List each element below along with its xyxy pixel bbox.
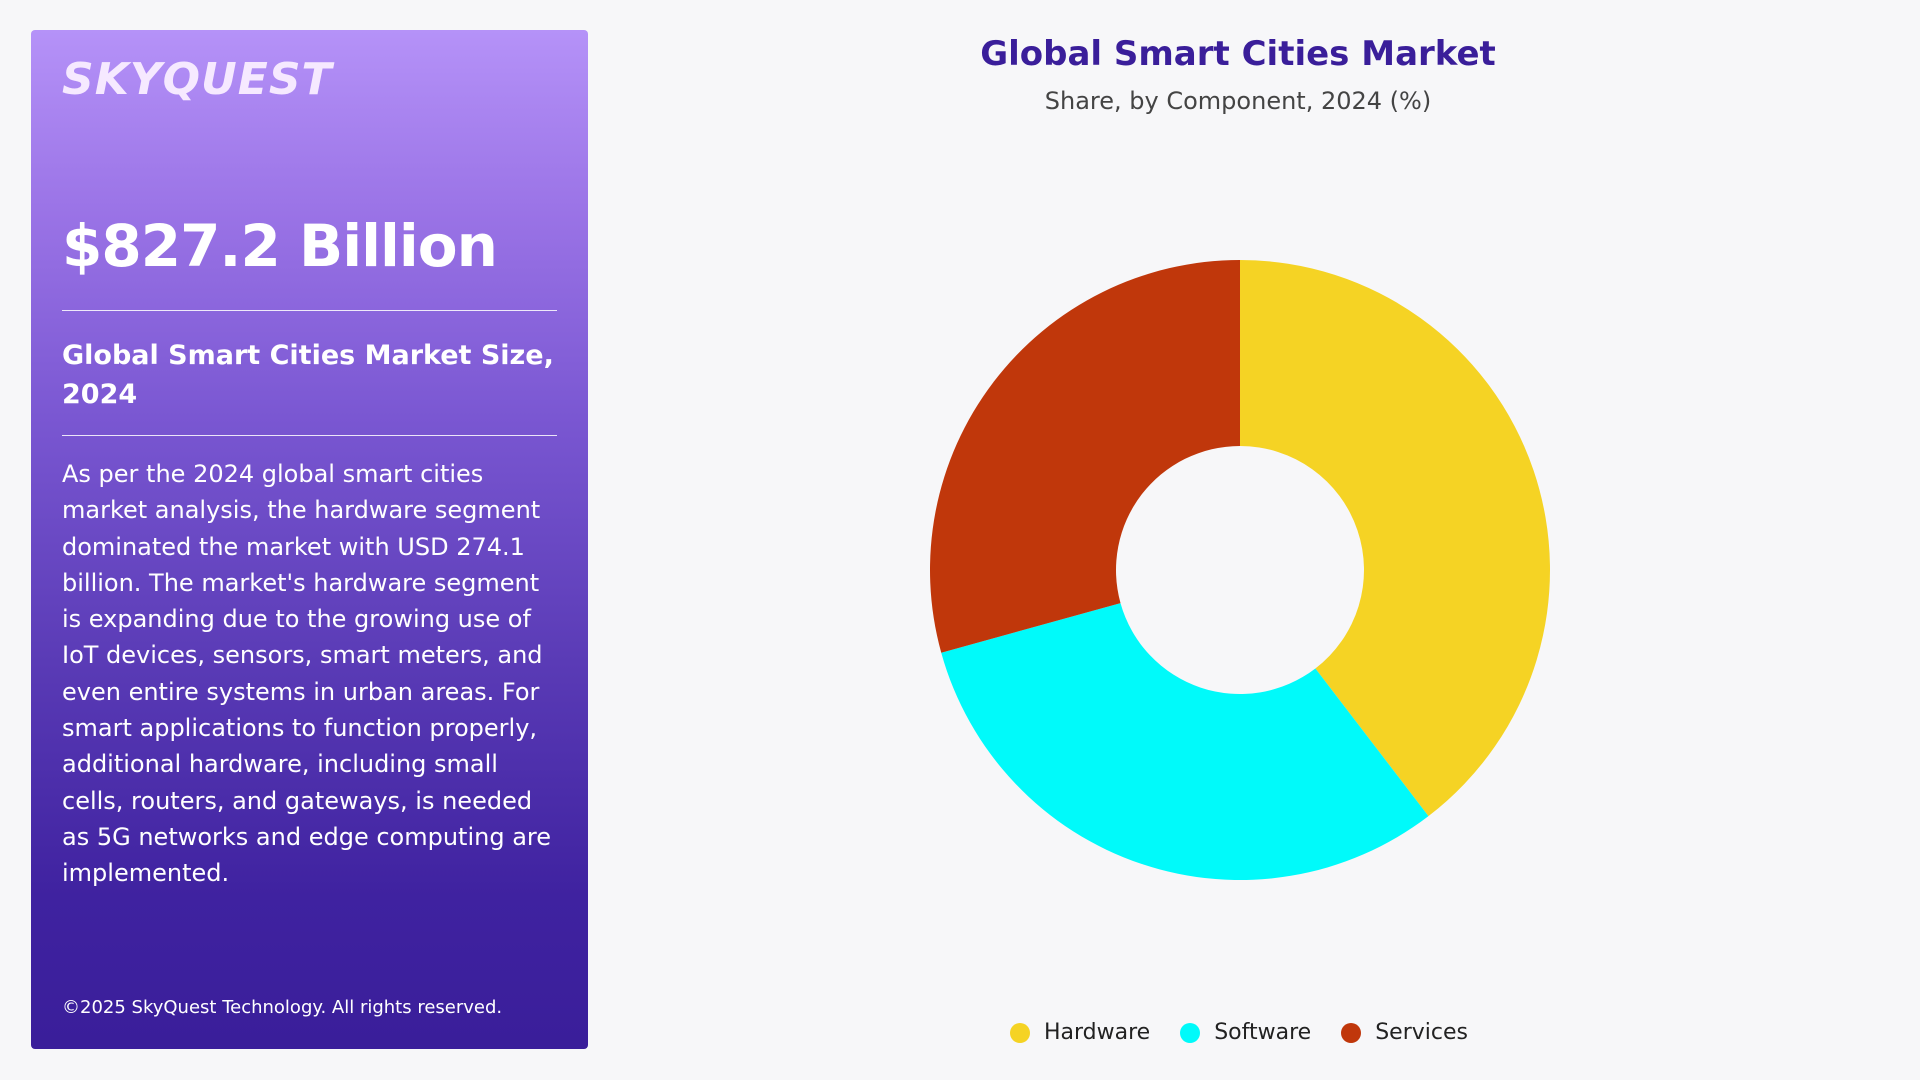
- legend-label: Software: [1214, 1020, 1312, 1045]
- divider-bottom: [62, 435, 557, 436]
- summary-panel: SKYQUEST $827.2 Billion Global Smart Cit…: [31, 30, 588, 1049]
- legend-swatch: [1341, 1022, 1362, 1043]
- copyright-text: ©2025 SkyQuest Technology. All rights re…: [62, 997, 503, 1018]
- skyquest-logo: SKYQUEST: [62, 54, 333, 105]
- market-description: As per the 2024 global smart cities mark…: [62, 460, 552, 888]
- legend-label: Hardware: [1044, 1020, 1151, 1045]
- slice-hardware: [1240, 260, 1550, 817]
- legend-item-software: Software: [1180, 1020, 1311, 1045]
- market-size-label: Global Smart Cities Market Size, 2024: [62, 340, 554, 410]
- donut-chart: [930, 260, 1550, 880]
- market-size-value: $827.2 Billion: [62, 212, 498, 280]
- legend-swatch: [1010, 1022, 1030, 1043]
- legend-swatch: [1180, 1022, 1201, 1043]
- divider-top: [62, 310, 557, 311]
- chart-legend: Hardware Software Services: [1010, 1020, 1498, 1045]
- chart-title: Global Smart Cities Market: [980, 34, 1496, 74]
- chart-subtitle: Share, by Component, 2024 (%): [1044, 87, 1432, 115]
- legend-item-services: Services: [1341, 1020, 1468, 1045]
- legend-label: Services: [1375, 1020, 1468, 1045]
- legend-item-hardware: Hardware: [1010, 1020, 1150, 1045]
- slice-services: [930, 260, 1240, 653]
- slice-software: [941, 603, 1429, 880]
